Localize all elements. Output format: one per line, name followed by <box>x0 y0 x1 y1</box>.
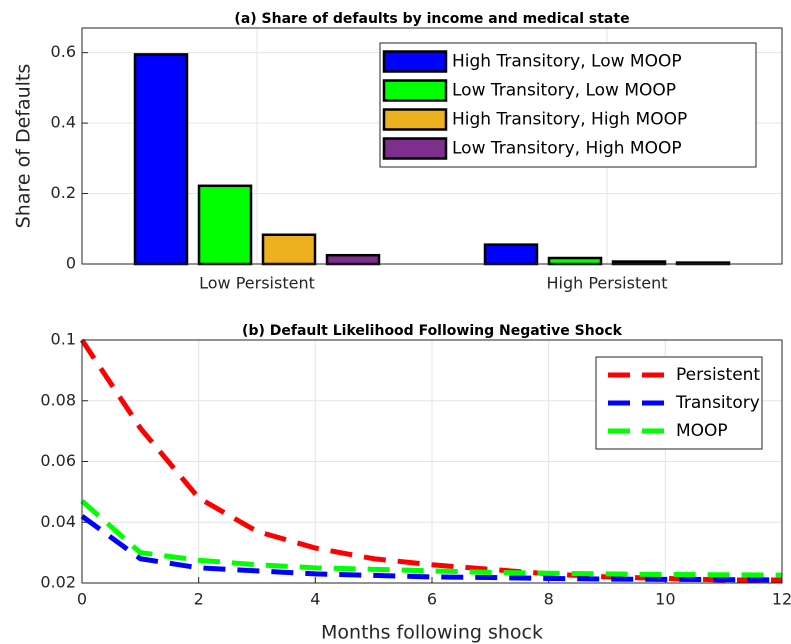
x-tick-label: High Persistent <box>546 274 667 293</box>
x-tick-label: 6 <box>427 590 437 609</box>
axes-box <box>81 27 783 265</box>
x-tick-label: Low Persistent <box>199 274 315 293</box>
x-tick-label: 10 <box>655 590 675 609</box>
x-axis-label: Months following shock <box>321 622 543 644</box>
legend-swatch <box>382 108 448 131</box>
x-tick-label: 0 <box>77 590 87 609</box>
x-tick-label: 2 <box>194 590 204 609</box>
y-tick-label: 0.02 <box>40 573 76 592</box>
legend-label: High Transitory, High MOOP <box>452 110 687 130</box>
y-tick-label: 0.04 <box>40 512 76 531</box>
bar <box>261 233 317 266</box>
legend-label: High Transitory, Low MOOP <box>452 52 682 72</box>
chart-panel: (b) Default Likelihood Following Negativ… <box>40 323 791 644</box>
legend-label: MOOP <box>676 421 728 441</box>
legend-label: Transitory <box>675 393 760 413</box>
legend-swatch <box>382 137 448 160</box>
x-tick-label: 12 <box>772 590 791 609</box>
legend-swatch <box>382 50 448 73</box>
chart-panel: (a) Share of defaults by income and medi… <box>13 11 783 293</box>
bar <box>325 253 381 266</box>
x-tick-label: 4 <box>310 590 320 609</box>
y-tick-label: 0.08 <box>40 390 76 409</box>
chart-title: (b) Default Likelihood Following Negativ… <box>242 323 623 339</box>
line-series <box>80 514 783 583</box>
legend-label: Low Transitory, Low MOOP <box>452 81 676 101</box>
line-series <box>79 338 782 583</box>
legend-label: Low Transitory, High MOOP <box>452 139 682 159</box>
line-series <box>80 499 783 578</box>
y-tick-label: 0.1 <box>51 330 76 349</box>
chart-title: (a) Share of defaults by income and medi… <box>234 11 629 27</box>
y-tick-label: 0.6 <box>51 42 76 61</box>
bar <box>483 243 539 266</box>
y-tick-label: 0 <box>66 254 76 273</box>
y-tick-label: 0.2 <box>51 183 76 202</box>
y-axis-label: Share of Defaults <box>13 64 35 229</box>
y-tick-label: 0.4 <box>51 113 76 132</box>
bar <box>547 256 603 266</box>
bar <box>133 53 189 266</box>
axes-box <box>81 339 783 584</box>
bar <box>197 184 253 266</box>
legend-swatch <box>382 79 448 102</box>
x-tick-label: 8 <box>544 590 554 609</box>
y-tick-label: 0.06 <box>40 451 76 470</box>
legend-label: Persistent <box>676 365 760 385</box>
